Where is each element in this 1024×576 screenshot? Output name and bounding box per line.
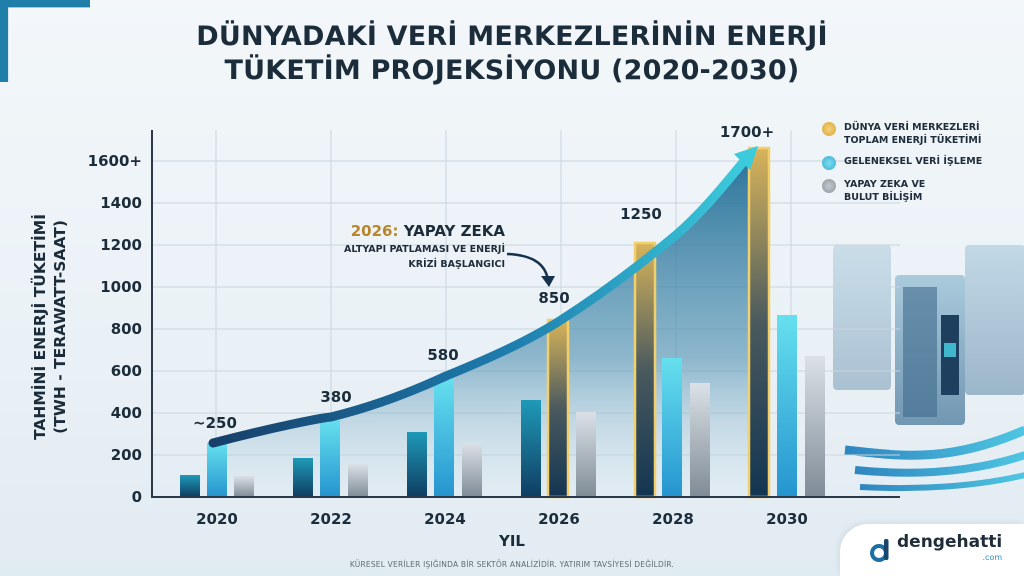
- legend: DÜNYA VERİ MERKEZLERİ TOPLAM ENERJİ TÜKE…: [822, 121, 1022, 212]
- footnote: KÜRESEL VERİLER IŞIĞINDA BİR SEKTÖR ANAL…: [349, 560, 675, 569]
- x-tick: 2022: [310, 510, 352, 528]
- bar-2022-ai: [348, 464, 368, 497]
- annotation-title: 2026: YAPAY ZEKA: [290, 222, 505, 240]
- x-tick: 2020: [196, 510, 238, 528]
- bar-2028-ai: [690, 383, 710, 497]
- legend-dot-cyan-icon: [822, 156, 836, 170]
- brand-badge: dengehatti .com: [840, 524, 1024, 576]
- bar-2030-total: [747, 146, 771, 499]
- bar-2020-ai: [234, 476, 254, 497]
- server-rack-illustration: [825, 225, 1024, 515]
- legend-item-traditional: GELENEKSEL VERİ İŞLEME: [822, 155, 1022, 170]
- brand-name: dengehatti .com: [897, 534, 1002, 566]
- legend-item-ai-cloud: YAPAY ZEKA VE BULUT BİLİŞİM: [822, 178, 1022, 204]
- bar-2020-total: [180, 475, 200, 497]
- title-line-1: DÜNYADAKİ VERİ MERKEZLERİNİN ENERJİ: [196, 21, 828, 52]
- legend-label: DÜNYA VERİ MERKEZLERİ TOPLAM ENERJİ TÜKE…: [844, 122, 982, 146]
- y-axis-label-line1: TAHMİNİ ENERJİ TÜKETİMİ: [31, 214, 49, 440]
- x-tick: 2024: [424, 510, 466, 528]
- legend-label: GELENEKSEL VERİ İŞLEME: [844, 156, 983, 167]
- data-label-2020: ~250: [193, 414, 237, 432]
- bar-2030-ai: [805, 356, 825, 497]
- y-tick: 0: [131, 488, 142, 506]
- y-axis-label: TAHMİNİ ENERJİ TÜKETİMİ (TWH - TERAWATT-…: [30, 157, 70, 497]
- y-tick: 600: [110, 362, 142, 380]
- legend-item-total: DÜNYA VERİ MERKEZLERİ TOPLAM ENERJİ TÜKE…: [822, 121, 1022, 147]
- bar-2026-traditional: [521, 400, 541, 497]
- bar-2024-traditional: [434, 377, 454, 497]
- y-tick: 1400: [100, 194, 142, 212]
- x-axis-label: YIL: [498, 532, 525, 550]
- bar-2026-total: [546, 318, 570, 499]
- bar-2022-total: [293, 458, 313, 497]
- data-label-2024: 580: [427, 346, 459, 364]
- chart-title: DÜNYADAKİ VERİ MERKEZLERİNİN ENERJİ TÜKE…: [0, 20, 1024, 88]
- brand-name-text: dengehatti: [897, 532, 1003, 552]
- data-label-2026: 850: [538, 289, 570, 307]
- annotation-heading: YAPAY ZEKA: [398, 222, 505, 240]
- annotation-year: 2026:: [350, 222, 399, 240]
- title-line-2: TÜKETİM PROJEKSİYONU (2020-2030): [224, 55, 800, 86]
- legend-label: YAPAY ZEKA VE BULUT BİLİŞİM: [844, 179, 926, 203]
- bar-2030-traditional: [777, 315, 797, 497]
- bar-2026-ai: [576, 412, 596, 497]
- data-label-2028: 1250: [620, 205, 662, 223]
- bar-2024-ai: [462, 443, 482, 497]
- y-tick: 1200: [100, 236, 142, 254]
- bar-2028-traditional: [662, 358, 682, 497]
- y-tick: 1600+: [87, 152, 142, 170]
- y-tick: 1000: [100, 278, 142, 296]
- annotation-2026: 2026: YAPAY ZEKA ALTYAPI PATLAMASI VE EN…: [290, 222, 505, 272]
- bar-2028-total: [633, 241, 657, 499]
- y-tick: 800: [110, 320, 142, 338]
- y-tick: 400: [110, 404, 142, 422]
- trend-line: [208, 155, 750, 448]
- trend-arrowhead-icon: [734, 146, 758, 170]
- data-label-2030: 1700+: [719, 123, 775, 141]
- bar-2020-traditional: [207, 443, 227, 497]
- bar-2022-traditional: [320, 420, 340, 497]
- annotation-arrow-icon: [506, 252, 550, 281]
- brand-logo-icon: [870, 539, 889, 562]
- brand-tld: .com: [982, 553, 1003, 562]
- x-tick: 2026: [538, 510, 580, 528]
- y-tick: 200: [110, 446, 142, 464]
- legend-dot-gold-icon: [822, 122, 836, 136]
- data-label-2022: 380: [320, 388, 352, 406]
- x-tick: 2030: [766, 510, 808, 528]
- annotation-body: ALTYAPI PATLAMASI VE ENERJİ KRİZİ BAŞLAN…: [344, 244, 505, 270]
- x-tick: 2028: [652, 510, 694, 528]
- legend-dot-gray-icon: [822, 179, 836, 193]
- bar-2024-total: [407, 432, 427, 497]
- y-axis-label-line2: (TWH - TERAWATT-SAAT): [51, 220, 69, 434]
